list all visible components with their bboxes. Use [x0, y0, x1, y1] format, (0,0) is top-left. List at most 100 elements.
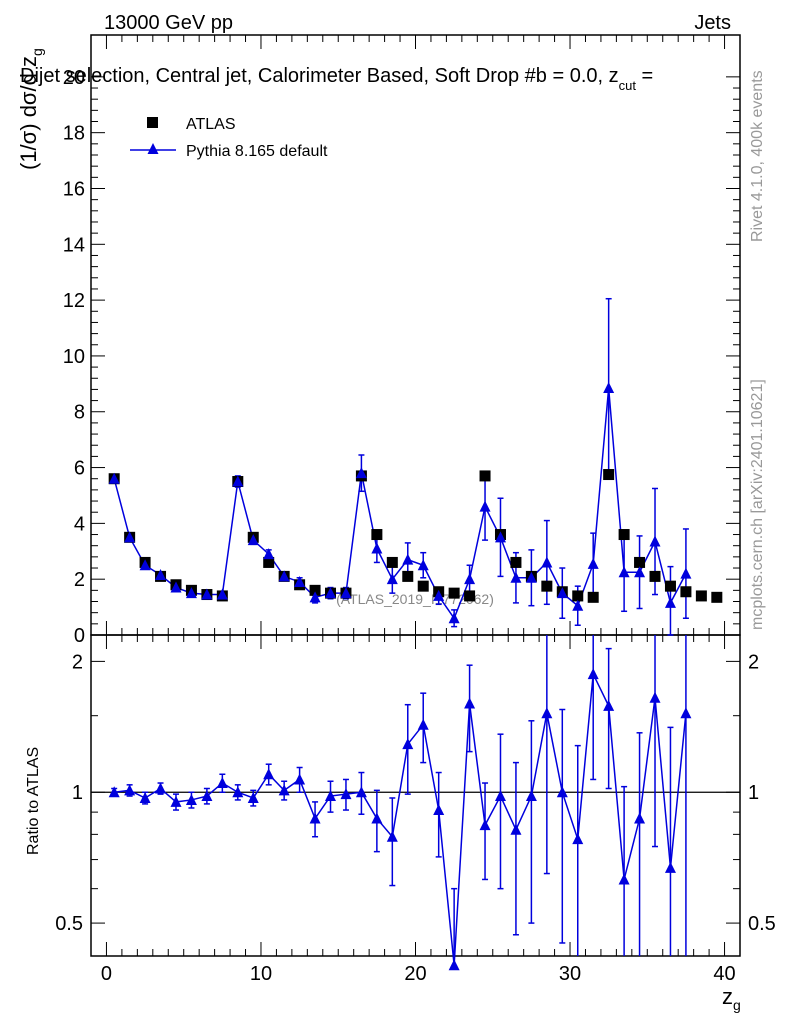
ratio-ytick-label-right: 2 — [748, 651, 759, 673]
atlas-point — [448, 587, 460, 599]
mc-point — [664, 596, 676, 608]
mc-point — [433, 589, 445, 601]
x-axis-label-sub: g — [733, 997, 741, 1013]
atlas-point — [603, 469, 615, 481]
ratio-point — [680, 707, 692, 719]
mc-point — [294, 575, 306, 587]
ratio-ylabel: Ratio to ATLAS — [25, 747, 42, 855]
mc-point — [680, 567, 692, 579]
ratio-point — [232, 786, 244, 798]
main-ytick-label: 20 — [63, 67, 85, 89]
ratio-point — [464, 697, 476, 709]
mc-point — [448, 612, 460, 624]
ratio-point — [386, 830, 398, 842]
mc-point — [556, 587, 568, 599]
main-ytick-label: 16 — [63, 178, 85, 200]
mc-point — [155, 569, 167, 580]
atlas-point — [510, 556, 522, 568]
ratio-point — [278, 784, 290, 796]
ratio-point — [340, 788, 352, 800]
main-ytick-label: 4 — [74, 513, 85, 535]
legend-mc-label: Pythia 8.165 default — [186, 143, 328, 160]
main-ytick-label: 18 — [63, 123, 85, 145]
ratio-ytick-label: 2 — [72, 651, 83, 673]
mc-point — [618, 566, 630, 578]
mc-point — [464, 573, 476, 585]
mc-point — [216, 588, 228, 600]
mc-point — [139, 559, 151, 571]
plot-title-tail: = — [636, 65, 653, 87]
ratio-point — [664, 861, 676, 873]
ratio-point — [263, 768, 275, 780]
plot-title-main: Dijet selection, Central jet, Calorimete… — [20, 65, 619, 87]
mc-point — [572, 599, 584, 611]
atlas-point — [680, 586, 692, 598]
ratio-xtick-label: 40 — [713, 963, 735, 985]
ratio-point — [371, 812, 383, 824]
ratio-point — [448, 959, 460, 971]
ratio-point — [139, 791, 151, 803]
legend-data-marker — [147, 117, 158, 128]
main-ytick-label: 6 — [74, 458, 85, 480]
main-data-layer — [108, 297, 723, 636]
ratio-point — [479, 819, 491, 831]
mc-series-line — [113, 387, 687, 620]
x-axis-label: zg — [722, 984, 741, 1013]
atlas-point — [541, 580, 553, 592]
mc-point — [371, 542, 383, 554]
ratio-point — [155, 782, 167, 794]
ratio-point — [587, 668, 599, 680]
mc-point — [278, 570, 290, 582]
ratio-xtick-label: 20 — [404, 963, 426, 985]
mc-point — [386, 573, 398, 585]
ratio-point — [634, 812, 646, 824]
atlas-point — [309, 584, 321, 596]
legend: ATLAS Pythia 8.165 default — [130, 116, 328, 160]
plot-title-sub: cut — [619, 78, 637, 93]
mc-point — [355, 467, 367, 479]
ratio-point — [201, 790, 213, 802]
mc-point — [494, 531, 506, 543]
mc-point — [263, 548, 275, 560]
main-ytick-label: 12 — [63, 290, 85, 312]
ratio-point — [618, 873, 630, 885]
main-ytick-label: 0 — [74, 625, 85, 647]
mc-point — [541, 556, 553, 568]
ratio-point — [649, 691, 661, 703]
ratio-point — [525, 790, 537, 802]
x-axis-label-text: z — [722, 984, 733, 1009]
ratio-point — [572, 833, 584, 845]
main-ytick-label: 14 — [63, 234, 85, 256]
main-ylabel-text: (1/σ) dσ/d z — [16, 56, 41, 170]
ratio-point — [170, 795, 182, 807]
main-ytick-label: 8 — [74, 402, 85, 424]
ratio-point — [510, 823, 522, 835]
mc-point — [417, 559, 429, 571]
mc-point — [340, 587, 352, 599]
mc-point — [185, 587, 197, 599]
atlas-point — [587, 591, 599, 603]
ratio-ytick-label-right: 0.5 — [748, 913, 776, 935]
category-label: Jets — [694, 12, 731, 34]
atlas-point — [386, 556, 398, 568]
atlas-point — [464, 590, 476, 602]
ratio-point — [108, 786, 120, 798]
mc-point — [402, 553, 414, 565]
ratio-point — [494, 790, 506, 802]
mc-point — [649, 535, 661, 547]
atlas-point — [402, 570, 414, 582]
mc-point — [309, 591, 321, 603]
ratio-point — [433, 804, 445, 816]
ratio-ytick-label-right: 1 — [748, 782, 759, 804]
ratio-point — [124, 784, 136, 796]
atlas-point — [634, 556, 646, 568]
legend-data-label: ATLAS — [186, 116, 236, 133]
ratio-xtick-label: 0 — [101, 963, 112, 985]
mc-point — [479, 500, 491, 512]
mc-point — [124, 531, 136, 543]
main-ytick-label: 2 — [74, 569, 85, 591]
ratio-point — [185, 793, 197, 805]
ratio-xtick-label: 10 — [250, 963, 272, 985]
ratio-ytick-label: 1 — [72, 782, 83, 804]
